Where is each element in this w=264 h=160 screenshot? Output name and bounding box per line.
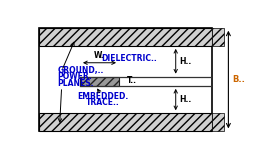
Bar <box>39 28 212 46</box>
Text: EMBEDDED.: EMBEDDED. <box>77 92 129 101</box>
Bar <box>212 113 224 131</box>
Bar <box>80 77 119 86</box>
Text: H..: H.. <box>179 95 191 104</box>
Bar <box>39 28 212 131</box>
Text: POWER.: POWER. <box>58 72 92 81</box>
Text: TRACE..: TRACE.. <box>86 98 120 107</box>
Text: H..: H.. <box>179 57 191 66</box>
Bar <box>212 28 224 46</box>
Text: DIELECTRIC..: DIELECTRIC.. <box>101 54 157 63</box>
Text: T..: T.. <box>127 76 137 85</box>
Bar <box>39 113 212 131</box>
Text: W.: W. <box>94 51 105 60</box>
Text: GROUND,..: GROUND,.. <box>58 66 104 75</box>
Text: B..: B.. <box>233 75 245 84</box>
Text: PLANES.: PLANES. <box>58 79 94 88</box>
